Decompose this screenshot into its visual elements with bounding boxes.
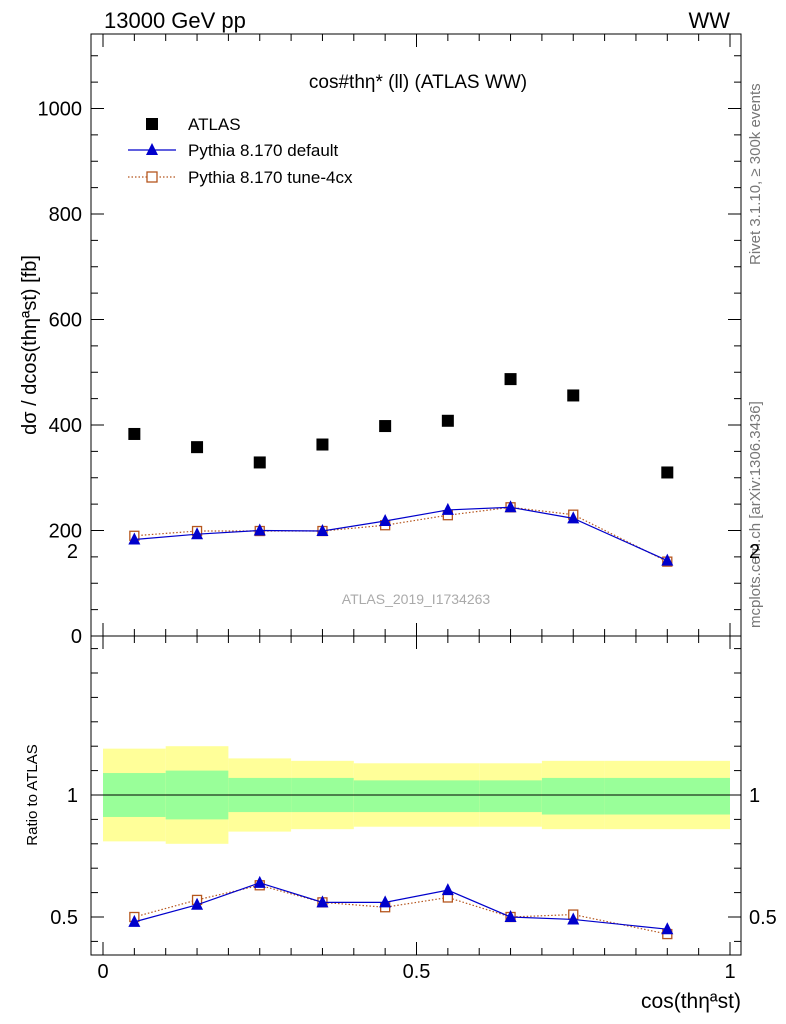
header-process-label: WW (688, 8, 730, 33)
data-point (128, 532, 141, 545)
rivet-credit: Rivet 3.1.10, ≥ 300k events (747, 83, 764, 265)
y-tick-label: 1000 (38, 99, 83, 121)
uncertainty-band-inner (353, 780, 417, 813)
legend-atlas-marker (146, 118, 158, 130)
series-line (134, 882, 668, 930)
ratio-y-tick-label-right: 0.5 (749, 907, 777, 929)
data-point (504, 910, 517, 922)
y-tick-label: 600 (49, 310, 82, 332)
series-line (134, 884, 668, 935)
x-tick-label: 1 (724, 961, 735, 983)
legend-tune-marker (146, 171, 158, 183)
ratio-y-tick-label-right: 2 (749, 541, 760, 563)
data-point (441, 502, 454, 515)
data-point (379, 895, 392, 908)
data-point (661, 922, 674, 935)
mcplots-credit: mcplots.cern.ch [arXiv:1306.3436] (747, 401, 764, 628)
header-energy-label: 13000 GeV pp (104, 8, 246, 33)
ratio-panel: 0.5 0.5 1 1 2 2 0 0.5 1 Ratio to ATLAS cos(thηªst) (24, 541, 777, 1013)
data-point (253, 875, 266, 888)
ratio-y-tick-label-left: 0.5 (50, 907, 78, 929)
uncertainty-band-inner (416, 780, 480, 813)
series-line (134, 506, 668, 563)
data-point (567, 511, 580, 524)
data-point (379, 420, 392, 433)
y-tick-label: 800 (49, 204, 82, 226)
y-tick-label: 0 (71, 626, 82, 648)
legend-label: Pythia 8.170 tune-4cx (188, 168, 353, 187)
y-tick-label: 400 (49, 415, 82, 437)
data-point (316, 895, 329, 908)
data-point (191, 441, 204, 454)
legend: ATLAS Pythia 8.170 default Pythia 8.170 tu… (128, 115, 353, 187)
data-point (128, 914, 141, 927)
legend-default-marker (146, 143, 158, 155)
data-point (567, 912, 580, 925)
uncertainty-band-inner (541, 777, 605, 815)
data-point (253, 523, 266, 536)
data-point (441, 414, 454, 427)
data-point (191, 897, 204, 910)
x-tick-label: 0.5 (403, 961, 431, 983)
analysis-watermark: ATLAS_2019_I1734263 (342, 591, 491, 607)
data-point (316, 438, 329, 451)
ratio-y-tick-label-right: 1 (749, 785, 760, 807)
chart-title: cos#thη* (ll) (ATLAS WW) (309, 72, 527, 93)
ratio-y-tick-label-left: 2 (67, 541, 78, 563)
ratio-y-tick-label-left: 1 (67, 785, 78, 807)
data-point (316, 524, 329, 537)
data-point (661, 466, 674, 479)
data-point (567, 389, 580, 402)
ratio-y-axis-label: Ratio to ATLAS (24, 744, 41, 845)
uncertainty-band-inner (479, 780, 542, 813)
data-point (379, 514, 392, 527)
x-tick-label: 0 (97, 961, 108, 983)
x-axis-label: cos(thηªst) (641, 990, 741, 1013)
data-point (504, 373, 517, 386)
data-point (191, 527, 204, 540)
data-point (661, 553, 674, 566)
legend-label: Pythia 8.170 default (188, 141, 339, 160)
main-y-axis-label: dσ / dcos(thηªst) [fb] (19, 255, 41, 435)
data-point (441, 883, 454, 896)
uncertainty-band-inner (604, 777, 730, 815)
data-point (128, 427, 141, 440)
y-tick-label: 200 (49, 521, 82, 543)
series-line (134, 506, 668, 562)
data-point (253, 456, 266, 469)
legend-label: ATLAS (188, 115, 241, 134)
data-point (504, 500, 517, 513)
main-panel: 0 200 400 600 800 1000 dσ / dcos(thηªst) [fb] c… (19, 33, 742, 648)
